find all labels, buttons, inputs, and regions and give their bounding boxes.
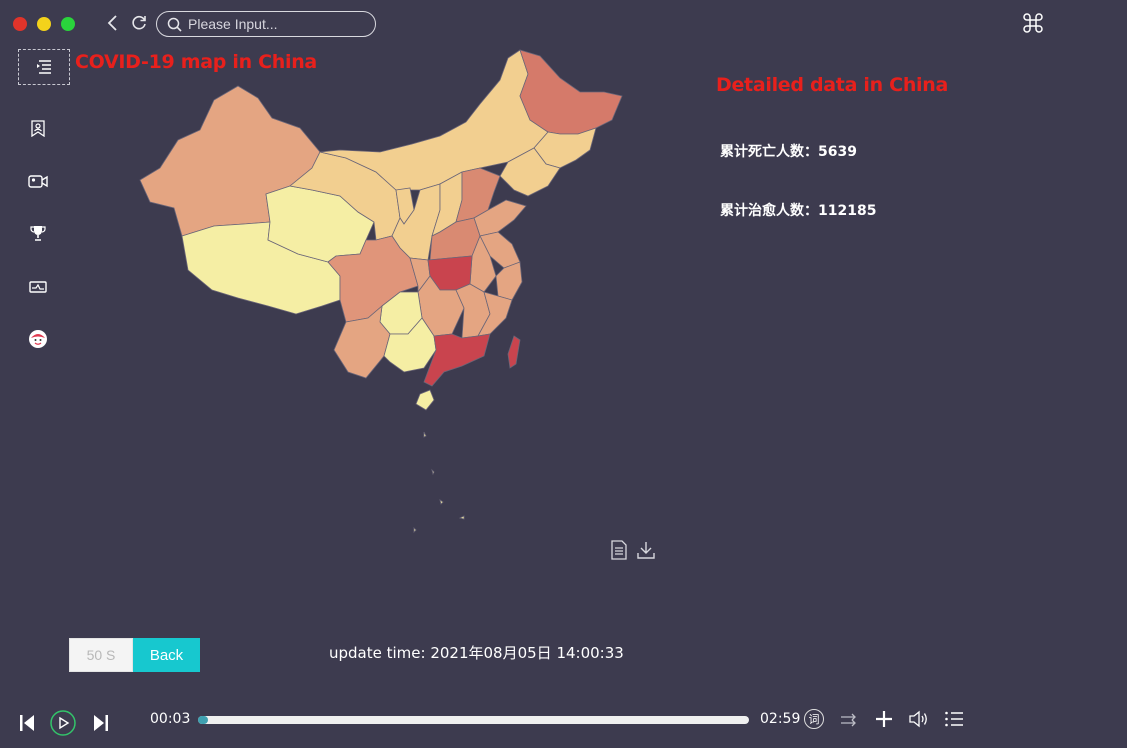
add-to-list-button[interactable] bbox=[873, 708, 895, 730]
province-sichuan[interactable] bbox=[327, 235, 419, 323]
detail-title: Detailed data in China bbox=[716, 74, 949, 96]
playlist-button[interactable] bbox=[943, 709, 965, 729]
search-input[interactable] bbox=[188, 16, 368, 32]
province-guangdong[interactable] bbox=[423, 333, 491, 387]
total-time: 02:59 bbox=[760, 711, 801, 727]
update-time-label: update time: 2021年08月05日 14:00:33 bbox=[329, 644, 624, 662]
play-button[interactable] bbox=[50, 710, 76, 736]
play-icon bbox=[50, 710, 76, 736]
stat-recovered-value: 112185 bbox=[818, 203, 877, 219]
stat-deaths-value: 5639 bbox=[818, 144, 857, 160]
command-icon bbox=[1023, 13, 1043, 33]
search-box[interactable] bbox=[156, 11, 376, 37]
south-sea-islands bbox=[413, 431, 465, 533]
progress-fill bbox=[198, 716, 208, 724]
sidebar-item-trophy[interactable] bbox=[28, 223, 48, 243]
previous-track-button[interactable] bbox=[17, 712, 37, 734]
sidebar-item-avatar[interactable] bbox=[28, 329, 48, 349]
loop-mode-button[interactable] bbox=[838, 710, 860, 730]
minimize-window-button[interactable] bbox=[37, 17, 51, 31]
back-button[interactable]: Back bbox=[133, 638, 200, 672]
lyrics-button[interactable]: 词 bbox=[804, 709, 824, 729]
menu-icon bbox=[37, 60, 51, 74]
playlist-icon bbox=[945, 711, 963, 727]
trophy-icon bbox=[30, 226, 46, 241]
avatar-icon bbox=[29, 330, 47, 348]
province-hainan[interactable] bbox=[415, 389, 435, 411]
sidebar-item-monitor[interactable] bbox=[28, 277, 48, 297]
volume-button[interactable] bbox=[907, 708, 931, 730]
next-track-button[interactable] bbox=[91, 712, 111, 734]
skip-previous-icon bbox=[20, 715, 34, 731]
data-view-icon bbox=[611, 540, 627, 560]
province-heilongjiang[interactable] bbox=[519, 49, 623, 135]
countdown-button: 50 S bbox=[69, 638, 133, 672]
stat-deaths: 累计死亡人数：5639 bbox=[720, 141, 857, 161]
volume-icon bbox=[909, 710, 927, 728]
province-guangxi[interactable] bbox=[383, 317, 437, 373]
sidebar-item-video[interactable] bbox=[28, 171, 48, 191]
province-fujian[interactable] bbox=[477, 291, 513, 337]
close-window-button[interactable] bbox=[13, 17, 27, 31]
maximize-window-button[interactable] bbox=[61, 17, 75, 31]
province-liaoning[interactable] bbox=[499, 147, 561, 197]
add-icon bbox=[876, 711, 892, 727]
data-view-button[interactable] bbox=[610, 540, 630, 560]
video-camera-icon bbox=[28, 175, 48, 188]
bookmark-user-icon bbox=[31, 119, 45, 137]
download-icon bbox=[637, 542, 655, 559]
monitor-icon bbox=[29, 281, 47, 293]
province-zhejiang[interactable] bbox=[495, 261, 523, 301]
current-time: 00:03 bbox=[150, 711, 191, 727]
loop-icon bbox=[841, 713, 856, 727]
back-icon bbox=[107, 15, 117, 31]
sidebar-item-bookmark[interactable] bbox=[28, 118, 48, 138]
stat-recovered-label: 累计治愈人数： bbox=[720, 203, 818, 219]
download-button[interactable] bbox=[636, 540, 656, 560]
skip-next-icon bbox=[94, 715, 108, 731]
stat-recovered: 累计治愈人数：112185 bbox=[720, 200, 876, 220]
stat-deaths-label: 累计死亡人数： bbox=[720, 144, 818, 160]
china-map[interactable] bbox=[130, 48, 640, 538]
province-taiwan[interactable] bbox=[507, 335, 521, 369]
progress-bar[interactable] bbox=[198, 716, 749, 724]
back-nav-button[interactable] bbox=[102, 12, 124, 34]
search-icon bbox=[167, 17, 182, 32]
lyrics-icon: 词 bbox=[808, 713, 820, 726]
map-title: COVID-19 map in China bbox=[75, 51, 317, 73]
menu-toggle-button[interactable] bbox=[18, 49, 70, 85]
command-button[interactable] bbox=[1023, 13, 1043, 33]
refresh-icon bbox=[132, 15, 146, 30]
refresh-button[interactable] bbox=[128, 12, 150, 34]
